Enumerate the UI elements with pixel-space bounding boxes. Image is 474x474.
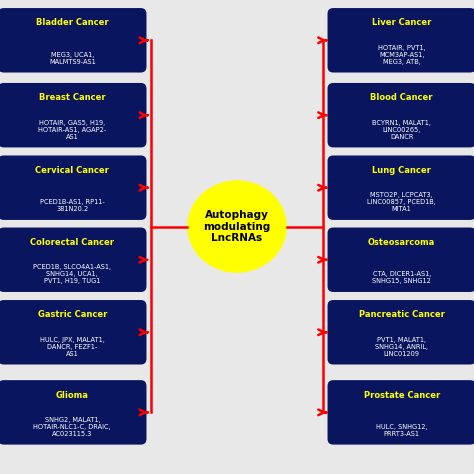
Text: Prostate Cancer: Prostate Cancer xyxy=(364,391,440,400)
FancyBboxPatch shape xyxy=(328,8,474,73)
Text: Breast Cancer: Breast Cancer xyxy=(39,93,106,102)
Text: PCED1B-AS1, RP11-
381N20.2: PCED1B-AS1, RP11- 381N20.2 xyxy=(40,200,105,212)
Text: Osteosarcoma: Osteosarcoma xyxy=(368,238,435,247)
FancyBboxPatch shape xyxy=(328,155,474,220)
Text: Lung Cancer: Lung Cancer xyxy=(372,166,431,175)
FancyBboxPatch shape xyxy=(328,228,474,292)
FancyBboxPatch shape xyxy=(328,300,474,365)
FancyBboxPatch shape xyxy=(0,8,146,73)
Text: Cervical Cancer: Cervical Cancer xyxy=(36,166,109,175)
Text: Pancreatic Cancer: Pancreatic Cancer xyxy=(359,310,445,319)
Text: BCYRN1, MALAT1,
LINC00265,
DANCR: BCYRN1, MALAT1, LINC00265, DANCR xyxy=(372,120,431,140)
Text: Liver Cancer: Liver Cancer xyxy=(372,18,431,27)
Text: Blood Cancer: Blood Cancer xyxy=(371,93,433,102)
Text: Glioma: Glioma xyxy=(56,391,89,400)
Ellipse shape xyxy=(187,180,287,273)
Text: HULC, JPX, MALAT1,
DANCR, FEZF1-
AS1: HULC, JPX, MALAT1, DANCR, FEZF1- AS1 xyxy=(40,337,105,357)
FancyBboxPatch shape xyxy=(0,380,146,445)
Text: PCED1B, SLCO4A1-AS1,
SNHG14, UCA1,
PVT1, H19, TUG1: PCED1B, SLCO4A1-AS1, SNHG14, UCA1, PVT1,… xyxy=(33,264,111,284)
Text: CTA, DICER1-AS1,
SNHG15, SNHG12: CTA, DICER1-AS1, SNHG15, SNHG12 xyxy=(372,272,431,284)
Text: Bladder Cancer: Bladder Cancer xyxy=(36,18,109,27)
Text: HOTAIR, PVT1,
MCM3AP-AS1,
MEG3, ATB,: HOTAIR, PVT1, MCM3AP-AS1, MEG3, ATB, xyxy=(378,45,426,65)
Text: Autophagy
modulating
LncRNAs: Autophagy modulating LncRNAs xyxy=(203,210,271,243)
Text: PVT1, MALAT1,
SNHG14, ANRIL,
LINC01209: PVT1, MALAT1, SNHG14, ANRIL, LINC01209 xyxy=(375,337,428,357)
FancyBboxPatch shape xyxy=(328,83,474,147)
Text: Colorectal Cancer: Colorectal Cancer xyxy=(30,238,114,247)
FancyBboxPatch shape xyxy=(328,380,474,445)
Text: HULC, SNHG12,
PRRT3-AS1: HULC, SNHG12, PRRT3-AS1 xyxy=(376,424,428,437)
Text: MSTO2P, LCPCAT3,
LINC00857, PCED1B,
MITA1: MSTO2P, LCPCAT3, LINC00857, PCED1B, MITA… xyxy=(367,192,436,212)
FancyBboxPatch shape xyxy=(0,83,146,147)
Text: HOTAIR, GAS5, H19,
HOTAIR-AS1, AGAP2-
AS1: HOTAIR, GAS5, H19, HOTAIR-AS1, AGAP2- AS… xyxy=(38,120,106,140)
FancyBboxPatch shape xyxy=(0,300,146,365)
FancyBboxPatch shape xyxy=(0,228,146,292)
FancyBboxPatch shape xyxy=(0,155,146,220)
Text: SNHG2, MALAT1,
HOTAIR-NLC1-C, DRAIC,
AC023115.3: SNHG2, MALAT1, HOTAIR-NLC1-C, DRAIC, AC0… xyxy=(34,417,111,437)
Text: Gastric Cancer: Gastric Cancer xyxy=(37,310,107,319)
Text: MEG3, UCA1,
MALMTS9-AS1: MEG3, UCA1, MALMTS9-AS1 xyxy=(49,52,96,65)
